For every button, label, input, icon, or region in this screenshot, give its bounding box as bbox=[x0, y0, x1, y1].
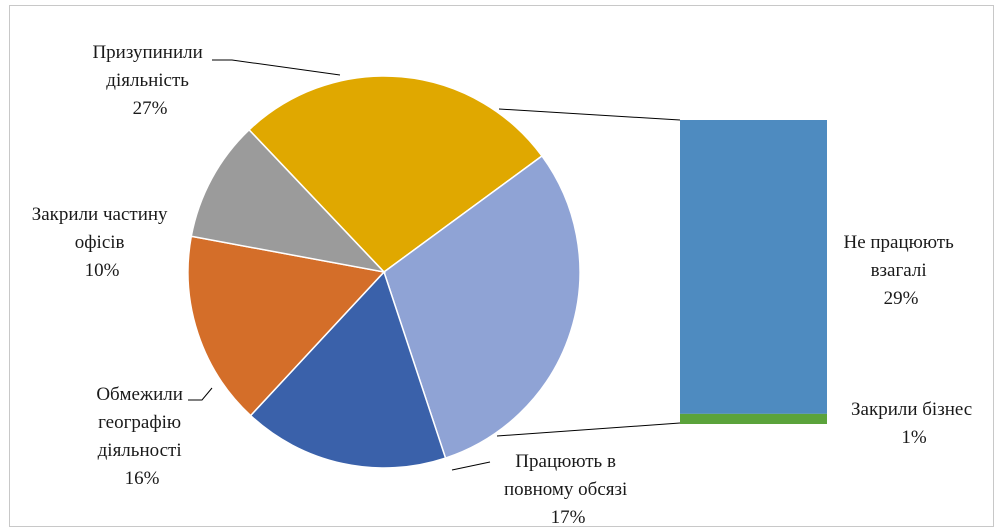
slice-label-closed-offices: Закрили частину офісів 10% bbox=[32, 204, 173, 281]
slice-label-paused: Призупинили діяльність 27% bbox=[92, 42, 207, 119]
slice-label-paused-line2: діяльність bbox=[106, 70, 189, 91]
bar-segment-not-working bbox=[680, 120, 827, 414]
slice-label-paused-line1: Призупинили bbox=[92, 42, 202, 63]
slice-label-limited-geography-line2: географію bbox=[98, 412, 181, 433]
pie bbox=[187, 75, 581, 469]
connector-line-bottom bbox=[496, 422, 681, 437]
bar-label-not-working-value: 29% bbox=[884, 288, 919, 309]
pie-slice-paused bbox=[248, 75, 544, 273]
bar-label-not-working-line1: Не працюють bbox=[843, 232, 954, 253]
leader-line-paused bbox=[212, 59, 341, 76]
slice-label-closed-offices-line2: офісів bbox=[75, 232, 125, 253]
pie-slice-limited-geography bbox=[187, 235, 386, 417]
slice-label-closed-offices-value: 10% bbox=[85, 260, 120, 281]
slice-label-limited-geography-line3: діяльності bbox=[98, 440, 182, 461]
pie-slice-other bbox=[383, 154, 581, 460]
slice-label-full-operation-line2: повному обсязі bbox=[504, 479, 627, 500]
slice-label-paused-value: 27% bbox=[133, 98, 168, 119]
bar-label-closed-business: Закрили бізнес 1% bbox=[851, 399, 977, 448]
bar-label-not-working-line2: взагалі bbox=[871, 260, 927, 281]
bar-label-not-working: Не працюють взагалі 29% bbox=[843, 232, 958, 309]
slice-label-limited-geography-line1: Обмежили bbox=[96, 384, 183, 405]
pie-slice-full-operation bbox=[249, 270, 447, 469]
slice-label-full-operation: Працюють в повному обсязі 17% bbox=[504, 451, 632, 528]
slice-label-limited-geography-value: 16% bbox=[125, 468, 160, 489]
slice-label-full-operation-value: 17% bbox=[551, 507, 586, 528]
stacked-bar bbox=[680, 120, 827, 424]
bar-label-closed-business-line1: Закрили бізнес bbox=[851, 399, 972, 420]
slice-label-full-operation-line1: Працюють в bbox=[515, 451, 616, 472]
bar-label-closed-business-value: 1% bbox=[901, 427, 927, 448]
slice-label-limited-geography: Обмежили географію діяльності 16% bbox=[96, 384, 187, 489]
leader-line-full-operation bbox=[451, 461, 491, 471]
pie-slice-closed-offices bbox=[190, 128, 387, 274]
leader-line-limited-geography bbox=[188, 387, 213, 401]
connector-line-top bbox=[498, 108, 681, 121]
bar-segment-closed-business bbox=[680, 413, 827, 424]
slice-label-closed-offices-line1: Закрили частину bbox=[32, 204, 168, 225]
